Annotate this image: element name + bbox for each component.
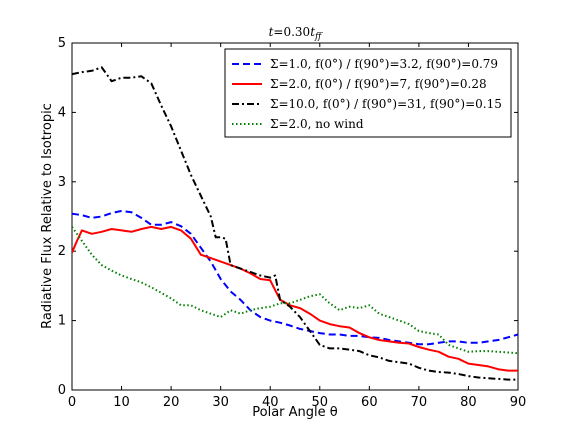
series-line-1 — [72, 225, 518, 372]
series-line-0 — [72, 209, 518, 346]
x-tick-label: 50 — [312, 395, 329, 410]
x-tick-label: 20 — [163, 395, 180, 410]
axis-ticks: 0 10 20 30 40 50 60 70 80 90 0 1 2 3 4 5 — [58, 36, 527, 410]
y-tick-label: 3 — [58, 175, 66, 190]
y-tick-label: 1 — [58, 314, 66, 329]
x-tick-label: 70 — [411, 395, 428, 410]
series-line-3 — [72, 226, 518, 355]
series-layer — [72, 66, 518, 381]
plot-frame — [71, 42, 519, 391]
legend-label-3: Σ=2.0, no wind — [270, 117, 364, 131]
legend-label-1: Σ=2.0, f(0°) / f(90°)=7, f(90°)=0.28 — [270, 77, 487, 91]
y-tick-label: 2 — [58, 244, 66, 259]
legend-box — [224, 48, 512, 138]
x-tick-label: 60 — [361, 395, 378, 410]
y-tick-label: 0 — [58, 383, 66, 398]
y-tick-label: 4 — [58, 105, 66, 120]
series-line-2 — [72, 66, 518, 381]
x-tick-label: 80 — [460, 395, 477, 410]
y-tick-label: 5 — [58, 36, 66, 51]
x-tick-label: 0 — [68, 395, 76, 410]
chart-title: t=0.30tff — [269, 25, 323, 42]
x-tick-label: 40 — [262, 395, 279, 410]
x-axis-label: Polar Angle θ — [252, 405, 338, 420]
x-tick-label: 30 — [212, 395, 229, 410]
x-tick-label: 10 — [113, 395, 130, 410]
legend-label-0: Σ=1.0, f(0°) / f(90°)=3.2, f(90°)=0.79 — [270, 57, 498, 71]
legend-label-2: Σ=10.0, f(0°) / f(90°)=31, f(90°)=0.15 — [270, 97, 502, 111]
chart-legend: Σ=1.0, f(0°) / f(90°)=3.2, f(90°)=0.79 Σ=… — [224, 48, 512, 138]
y-axis-label: Radiative Flux Relative to Isotropic — [40, 103, 55, 329]
x-tick-label: 90 — [510, 395, 527, 410]
